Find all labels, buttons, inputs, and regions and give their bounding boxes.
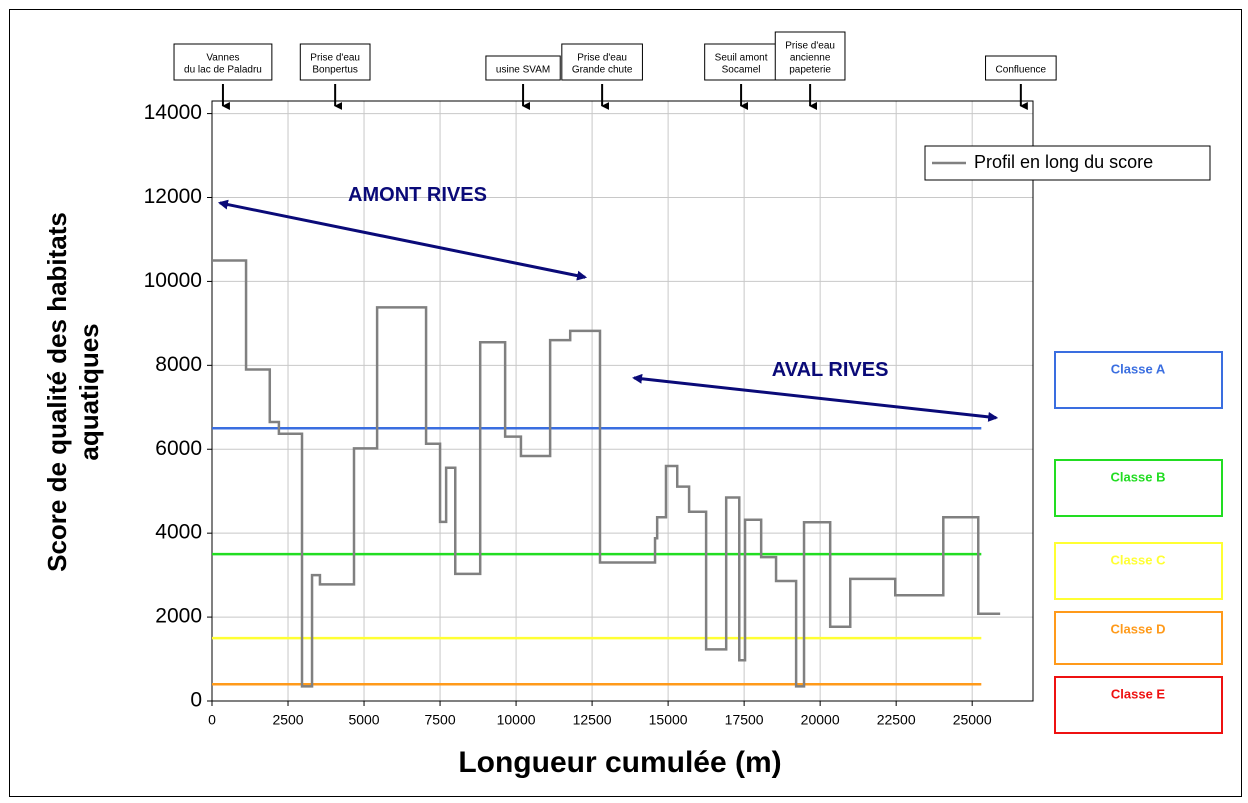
site-annotation: Confluence (985, 55, 1057, 110)
class-box (1054, 459, 1223, 517)
site-label: du lac de Paladru (184, 65, 262, 76)
site-label: Socamel (722, 65, 761, 76)
site-box (985, 55, 1057, 81)
y-tick-label: 2000 (155, 605, 202, 628)
site-annotation: usine SVAM (485, 55, 561, 110)
site-label: Confluence (996, 65, 1047, 76)
y-axis-title: Score de qualité des habitats aquatiques (42, 212, 104, 572)
class-label: Classe B (1111, 469, 1166, 484)
arrow-label: AVAL RIVES (772, 359, 889, 381)
site-label: Bonpertus (312, 65, 358, 76)
y-tick-label: 8000 (155, 353, 202, 376)
site-label: Prise d'eau (310, 53, 360, 64)
class-label: Classe C (1111, 552, 1167, 567)
site-label: ancienne (790, 53, 831, 64)
class-box (1054, 676, 1223, 734)
site-box (485, 55, 561, 81)
x-tick-label: 17500 (725, 712, 764, 728)
site-label: usine SVAM (496, 65, 550, 76)
double-arrow (632, 373, 999, 422)
class-box (1054, 611, 1223, 665)
x-tick-label: 2500 (272, 712, 303, 728)
site-label: Prise d'eau (577, 53, 627, 64)
y-axis-title-line: Score de qualité des habitats (42, 212, 72, 572)
y-tick-label: 12000 (144, 185, 202, 208)
double-arrow (217, 199, 588, 281)
site-box (704, 43, 778, 81)
x-axis-title: Longueur cumulée (m) (458, 746, 781, 779)
site-label: Vannes (206, 53, 239, 64)
y-tick-label: 4000 (155, 521, 202, 544)
site-label: Grande chute (572, 65, 633, 76)
y-tick-label: 14000 (144, 101, 202, 124)
class-box (1054, 542, 1223, 600)
site-box (173, 43, 273, 81)
y-tick-label: 0 (190, 689, 202, 712)
site-label: Prise d'eau (785, 41, 835, 52)
arrow-label: AMONT RIVES (348, 184, 487, 206)
site-label: Seuil amont (715, 53, 768, 64)
x-tick-label: 7500 (424, 712, 455, 728)
x-tick-label: 15000 (649, 712, 688, 728)
x-tick-label: 25000 (953, 712, 992, 728)
plot-frame (211, 100, 1034, 702)
x-tick-label: 20000 (801, 712, 840, 728)
site-label: papeterie (789, 65, 831, 76)
class-label: Classe D (1111, 621, 1166, 636)
site-box (299, 43, 371, 81)
x-tick-label: 10000 (497, 712, 536, 728)
y-axis-title-line: aquatiques (74, 323, 104, 460)
site-box (561, 43, 643, 81)
y-tick-label: 6000 (155, 437, 202, 460)
legend-box (924, 145, 1211, 181)
class-label: Classe A (1111, 361, 1166, 376)
x-tick-label: 5000 (348, 712, 379, 728)
legend: Profil en long du score (924, 145, 1211, 181)
y-tick-label: 10000 (144, 269, 202, 292)
legend-label: Profil en long du score (974, 152, 1153, 172)
class-box (1054, 351, 1223, 409)
outer-frame (9, 9, 1242, 797)
x-tick-label: 22500 (877, 712, 916, 728)
site-box (774, 31, 846, 81)
step-line (212, 259, 1001, 688)
class-label: Classe E (1111, 686, 1166, 701)
x-tick-label: 12500 (573, 712, 612, 728)
x-tick-label: 0 (208, 712, 216, 728)
